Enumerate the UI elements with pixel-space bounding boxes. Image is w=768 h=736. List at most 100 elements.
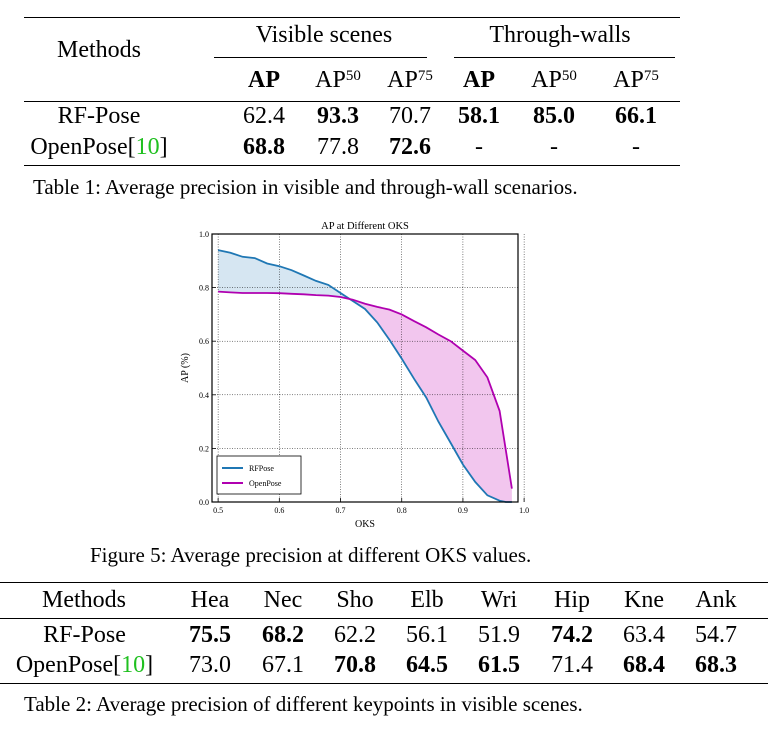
table-cell: - — [475, 134, 483, 160]
x-tick-label: 0.7 — [336, 506, 346, 515]
table-cell: 68.3 — [695, 652, 737, 678]
citation-link: 10 — [121, 652, 146, 678]
method-name: RF-Pose — [43, 622, 126, 648]
mid-rule — [0, 618, 768, 619]
y-tick-label: 0.2 — [199, 444, 209, 453]
group-rule-through — [454, 57, 675, 58]
subheader-label: AP — [248, 67, 280, 93]
x-tick-label: 0.6 — [274, 506, 284, 515]
table-cell: 73.0 — [189, 652, 231, 678]
table-cell: 64.5 — [406, 652, 448, 678]
group-header-visible: Visible scenes — [255, 22, 393, 48]
series-line-openpose — [218, 290, 513, 489]
subheader-3: AP — [434, 67, 524, 93]
subheader-sup: 75 — [417, 68, 433, 84]
series-line-rfpose — [217, 249, 512, 503]
mid-rule — [24, 101, 680, 102]
method-name: OpenPose[ — [15, 652, 122, 678]
row-method: RF-Pose — [24, 103, 174, 129]
ap-vs-oks-chart: 0.5 0.6 0.7 0.8 0.9 1.0 0.0 0.2 0.4 0.6 0.8 1.0 AP a… — [172, 212, 532, 536]
table-cell: 67.1 — [262, 652, 304, 678]
openpose-advantage-fill — [349, 299, 512, 502]
legend-label: RFPose — [249, 464, 274, 473]
header-cell: Sho — [336, 587, 374, 613]
header-cell: Kne — [624, 587, 664, 613]
table-cell: 77.8 — [317, 134, 359, 160]
group-header-through-walls: Through-walls — [489, 22, 631, 48]
subheader-0: AP — [219, 67, 309, 93]
table-cell: 85.0 — [533, 103, 575, 129]
y-tick-label: 0.4 — [199, 391, 209, 400]
table-cell: 66.1 — [615, 103, 657, 129]
header-cell: Hip — [554, 587, 590, 613]
group-rule-visible — [214, 57, 427, 58]
table-cell: 61.5 — [478, 652, 520, 678]
header-cell: Hea — [190, 587, 230, 613]
citation-link: 10 — [135, 134, 160, 160]
subheader-1: AP50 — [293, 67, 383, 93]
table-cell: 62.2 — [334, 622, 376, 648]
table-cell: - — [550, 134, 558, 160]
table-cell: 74.2 — [551, 622, 593, 648]
table-cell: 70.7 — [389, 103, 431, 129]
header-cell: Wri — [480, 587, 518, 613]
legend-label: OpenPose — [249, 479, 282, 488]
y-tick-label: 1.0 — [199, 230, 209, 239]
plot-frame — [211, 233, 519, 503]
x-axis-label: OKS — [355, 519, 375, 530]
table-cell: 58.1 — [458, 103, 500, 129]
table-1: Methods Visible scenes Through-walls AP A… — [24, 17, 681, 166]
bottom-rule — [0, 683, 768, 684]
table-cell: 63.4 — [623, 622, 665, 648]
method-name: OpenPose[ — [30, 134, 136, 160]
table-cell: 51.9 — [478, 622, 520, 648]
rfpose-advantage-fill — [218, 250, 350, 299]
table-cell: 71.4 — [551, 652, 593, 678]
subheader-sup: 50 — [561, 68, 577, 84]
subheader-label: AP — [531, 67, 562, 93]
table-cell: 68.8 — [243, 134, 285, 160]
table-2-caption: Table 2: Average precision of different … — [24, 692, 583, 716]
table-cell: 72.6 — [389, 134, 431, 160]
table-cell: 54.7 — [695, 622, 737, 648]
header-cell: Methods — [42, 587, 126, 613]
row-method: OpenPose[10] — [2, 652, 167, 678]
y-axis-label: AP (%) — [180, 353, 191, 383]
subheader-label: AP — [315, 67, 346, 93]
subheader-sup: 75 — [643, 68, 659, 84]
table-cell: 70.8 — [334, 652, 376, 678]
subheader-5: AP75 — [591, 67, 681, 93]
subheader-label: AP — [387, 67, 418, 93]
table-cell: - — [632, 134, 640, 160]
method-name: RF-Pose — [57, 103, 141, 129]
bracket: ] — [159, 134, 168, 160]
y-tick-label: 0.8 — [199, 284, 209, 293]
bracket: ] — [145, 652, 154, 678]
subheader-label: AP — [613, 67, 644, 93]
y-tick-label: 0.0 — [199, 498, 209, 507]
table-cell: 68.4 — [623, 652, 665, 678]
subheader-sup: 50 — [345, 68, 361, 84]
subheader-label: AP — [463, 67, 495, 93]
subheader-4: AP50 — [509, 67, 599, 93]
table-2: Methods Hea Nec Sho Elb Wri Hip Kne Ank RF-Pose 7… — [0, 582, 768, 692]
x-tick-label: 0.5 — [213, 506, 223, 515]
table-cell: 56.1 — [406, 622, 448, 648]
table-cell: 62.4 — [243, 103, 285, 129]
y-tick-label: 0.6 — [199, 337, 209, 346]
table-1-caption: Table 1: Average precision in visible an… — [33, 175, 578, 199]
bottom-rule — [24, 165, 680, 166]
x-tick-label: 0.9 — [458, 506, 468, 515]
table-cell: 68.2 — [262, 622, 304, 648]
figure-5-caption: Figure 5: Average precision at different… — [90, 543, 532, 567]
methods-header: Methods — [57, 37, 141, 63]
subheader-2: AP75 — [365, 67, 455, 93]
legend-box — [216, 455, 302, 495]
x-tick-label: 0.8 — [397, 506, 407, 515]
header-cell: Nec — [263, 587, 303, 613]
table-cell: 75.5 — [189, 622, 231, 648]
header-cell: Ank — [695, 587, 737, 613]
header-cell: Elb — [410, 587, 444, 613]
chart-title: AP at Different OKS — [321, 221, 409, 232]
x-tick-label: 1.0 — [519, 506, 529, 515]
